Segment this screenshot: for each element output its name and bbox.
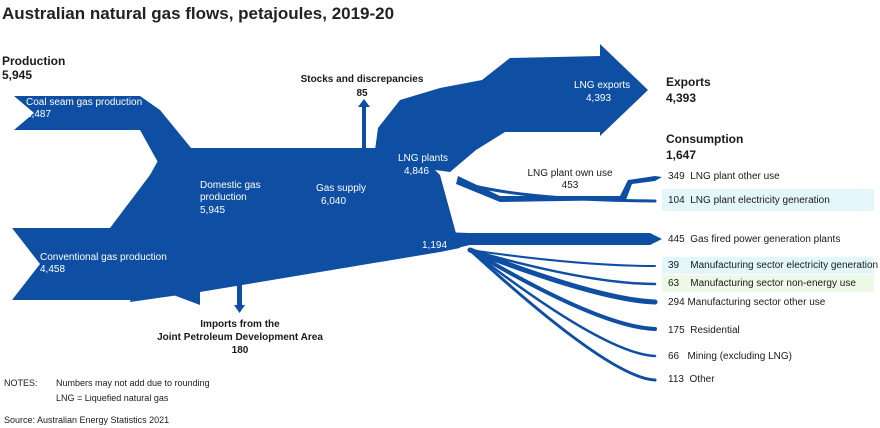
highlight-lng-electricity [662,189,874,211]
consumption-item: 175 Residential [668,325,740,336]
coal-seam-flow [14,96,205,175]
conventional-label: Conventional gas production [40,252,167,263]
gas-supply-label: Gas supply [316,183,367,194]
lng-exports-value: 4,393 [586,93,612,104]
flow-residential [468,248,657,331]
production-label: Production [2,54,66,68]
flow-mining [468,248,657,358]
coal-seam-value: 1,487 [26,109,52,120]
lng-plants-label: LNG plants [398,153,449,164]
domestic-band [395,230,662,252]
notes-heading: NOTES: [4,378,38,388]
consumption-item: 39 Manufacturing sector electricity gene… [668,260,879,271]
lng-own-use-label: LNG plant own use [527,168,613,179]
imports-value: 180 [231,345,249,356]
domestic-branch-value: 1,194 [422,240,448,251]
consumption-item: 294 Manufacturing sector other use [668,297,826,308]
consumption-item: 63 Manufacturing sector non-energy use [668,278,856,289]
lng-plants-value: 4,846 [404,166,430,177]
notes-line-2: LNG = Liquefied natural gas [56,393,169,403]
flow-manufacturing-other [467,247,658,305]
domestic-value: 5,945 [200,205,226,216]
consumption-item: 66 Mining (excluding LNG) [668,351,792,362]
consumption-item: 113 Other [668,374,715,385]
flow-manufacturing-electricity [469,249,656,267]
imports-label-1: Imports from the [200,319,280,330]
exports-value: 4,393 [666,91,697,105]
source-note: Source: Australian Energy Statistics 202… [4,415,170,425]
stocks-label: Stocks and discrepancies [300,74,424,85]
domestic-label: Domestic gas production [200,180,261,203]
coal-seam-label: Coal seam gas production [26,97,143,108]
imports-label-2: Joint Petroleum Development Area [157,332,323,343]
conventional-value: 4,458 [40,264,66,275]
gas-supply-trunk [130,148,460,302]
lng-exports-flow [375,44,648,172]
consumption-item: 349 LNG plant other use [668,171,780,182]
flow-non-energy [468,248,657,286]
consumption-item: 104 LNG plant electricity generation [668,195,830,206]
lng-own-use-value: 453 [561,180,579,191]
highlight-manufacturing [662,257,874,274]
imports-stem [237,255,242,305]
lng-exports-label: LNG exports [574,80,631,91]
consumption-item: 445 Gas fired power generation plants [668,234,841,245]
notes-line-1: Numbers may not add due to rounding [56,378,210,388]
chart-title: Australian natural gas flows, petajoules… [2,4,395,23]
flow-other [468,248,657,382]
exports-label: Exports [666,75,711,89]
stocks-value: 85 [356,88,368,99]
consumption-value: 1,647 [666,148,697,162]
production-value: 5,945 [2,68,33,82]
gas-supply-value: 6,040 [321,196,347,207]
consumption-label: Consumption [666,132,744,146]
imports-arrow [234,305,245,313]
stocks-arrow [358,99,370,107]
flow-lng-electricity [468,183,657,203]
highlight-non-energy [662,275,874,292]
stocks-stem [362,105,366,150]
